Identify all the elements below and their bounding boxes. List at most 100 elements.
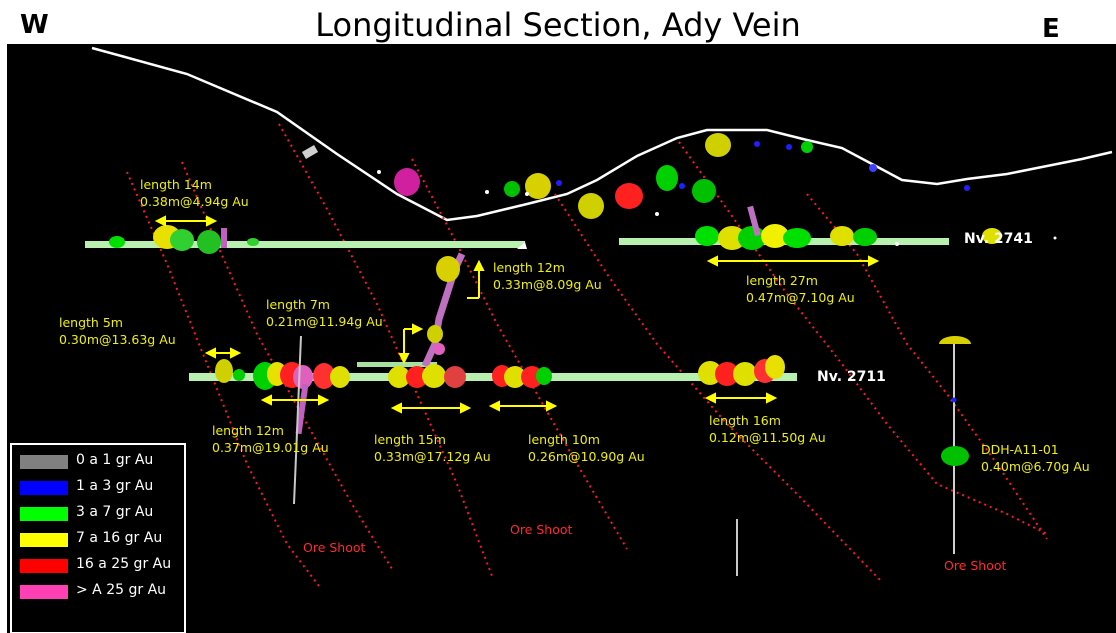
intercept-length: length 16m <box>709 413 781 428</box>
ore-shoot-boundary <box>678 141 1048 535</box>
legend-swatch <box>20 533 68 547</box>
legend-label: 0 a 1 gr Au <box>76 452 154 468</box>
intercept-length: length 14m <box>140 177 212 192</box>
arrowhead <box>260 394 272 406</box>
sample <box>830 226 854 246</box>
arrowhead <box>390 402 402 414</box>
sample <box>313 363 335 389</box>
sample <box>698 361 722 385</box>
arrowhead <box>460 402 472 414</box>
intercept-length: length 5m <box>59 315 123 330</box>
intercept-grade: 0.21m@11.94g Au <box>266 314 383 329</box>
sample <box>695 226 719 246</box>
sample <box>170 229 194 251</box>
sample <box>656 165 678 191</box>
intercept-label: length 15m 0.33m@17.12g Au <box>374 431 491 465</box>
level-label-nv2741: Nv. 2741 <box>964 231 1033 247</box>
intercept-label: length 7m 0.21m@11.94g Au <box>266 296 383 330</box>
sample <box>394 168 420 196</box>
samples-raise <box>427 256 460 355</box>
intercept-grade: 0.30m@13.63g Au <box>59 332 176 347</box>
topography-line <box>91 46 1113 222</box>
level-label-nv2711: Nv. 2711 <box>817 369 886 385</box>
sample <box>525 173 551 199</box>
sample <box>406 366 428 388</box>
sample <box>422 364 446 388</box>
sample <box>433 343 445 355</box>
intercept-grade: 0.33m@17.12g Au <box>374 449 491 464</box>
surface-samples <box>394 133 970 219</box>
legend-label: 3 a 7 gr Au <box>76 504 154 520</box>
intercept-label: length 12m 0.37m@19.01g Au <box>212 422 329 456</box>
sample <box>556 180 562 186</box>
intercept-label: length 5m 0.30m@13.63g Au <box>59 314 176 348</box>
arrowhead <box>488 400 500 412</box>
intercept-grade: 0.26m@10.90g Au <box>528 449 645 464</box>
sample <box>436 256 460 282</box>
drillhole-trace <box>293 335 302 505</box>
ore-shoot-boundary <box>554 193 883 583</box>
intercept-label: length 16m 0.12m@11.50g Au <box>709 412 826 446</box>
sample <box>536 367 552 385</box>
sample <box>247 238 259 246</box>
sample <box>692 179 716 203</box>
intercept-length: length 12m <box>212 423 284 438</box>
point <box>1053 236 1057 240</box>
east-label: E <box>1042 14 1060 44</box>
arrowhead <box>318 394 330 406</box>
arrowhead <box>412 323 424 335</box>
intercept-label: length 27m 0.47m@7.10g Au <box>746 272 855 306</box>
arrowhead <box>868 255 880 267</box>
gallery-nv2741-west <box>85 241 525 248</box>
intercept-length: length 10m <box>528 432 600 447</box>
west-label: W <box>20 10 49 40</box>
arrowhead <box>546 400 558 412</box>
header: W Longitudinal Section, Ady Vein E <box>0 0 1116 44</box>
sample <box>853 228 877 246</box>
sample <box>293 365 313 389</box>
ore-shoot-label: Ore Shoot <box>510 522 573 537</box>
arrowhead <box>704 392 716 404</box>
legend: 0 a 1 gr Au 1 a 3 gr Au 3 a 7 gr Au 7 a … <box>10 443 186 633</box>
sample <box>941 446 969 466</box>
legend-label: > A 25 gr Au <box>76 582 167 598</box>
intercept-label: length 14m 0.38m@4.94g Au <box>140 176 249 210</box>
intercept-grade: 0.38m@4.94g Au <box>140 194 249 209</box>
ore-shoot-boundary <box>278 123 493 577</box>
sample <box>504 181 520 197</box>
arrowhead <box>230 347 242 359</box>
drillhole-grade: 0.40m@6.70g Au <box>981 459 1090 474</box>
intercept-grade: 0.12m@11.50g Au <box>709 430 826 445</box>
sample <box>869 164 877 172</box>
intercept-label: length 10m 0.26m@10.90g Au <box>528 431 645 465</box>
section-drawing <box>85 46 1113 587</box>
sample <box>964 185 970 191</box>
sample <box>783 228 811 248</box>
arrowhead <box>398 353 410 365</box>
sample <box>221 228 227 248</box>
sample <box>801 141 813 153</box>
sample <box>233 369 245 381</box>
legend-swatch <box>20 507 68 521</box>
legend-swatch <box>20 585 68 599</box>
collar-points <box>305 151 1057 246</box>
sample <box>747 205 761 237</box>
sample <box>615 183 643 209</box>
legend-swatch <box>20 455 68 469</box>
arrowhead <box>473 259 485 271</box>
point <box>525 192 529 196</box>
sample <box>982 228 1002 244</box>
point <box>655 212 659 216</box>
length-arrows <box>154 215 880 414</box>
sample-marker <box>301 145 319 159</box>
sample <box>109 236 125 248</box>
gallery-end-marker <box>517 242 527 249</box>
sample <box>444 366 466 388</box>
sample <box>330 366 350 388</box>
sample <box>733 362 757 386</box>
point <box>485 190 489 194</box>
ore-shoot-label: Ore Shoot <box>944 558 1007 573</box>
intercept-length: length 12m <box>493 260 565 275</box>
legend-label: 7 a 16 gr Au <box>76 530 163 546</box>
intercept-length: length 7m <box>266 297 330 312</box>
